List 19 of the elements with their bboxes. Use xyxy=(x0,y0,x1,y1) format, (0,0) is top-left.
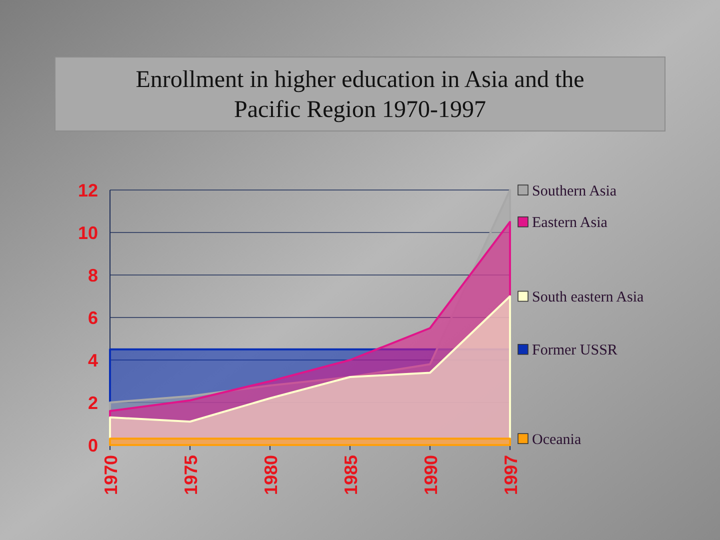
x-tick-label: 1970 xyxy=(101,455,121,496)
y-tick-label: 0 xyxy=(88,435,98,456)
legend-label: Former USSR xyxy=(532,342,618,359)
x-tick-label: 1997 xyxy=(501,455,521,496)
x-tick-label: 1985 xyxy=(341,455,361,496)
legend-label: Eastern Asia xyxy=(532,215,608,232)
chart-title: Enrollment in higher education in Asia and the Pacific Region 1970-1997 xyxy=(136,67,584,123)
y-tick-label: 8 xyxy=(88,265,98,286)
legend-label: Oceania xyxy=(532,432,582,448)
x-tick-label: 1975 xyxy=(181,455,201,496)
x-tick-label: 1980 xyxy=(261,455,281,496)
y-tick-label: 6 xyxy=(88,308,98,328)
y-tick-label: 10 xyxy=(78,222,98,243)
legend-label: Southern Asia xyxy=(532,183,617,200)
y-tick-label: 4 xyxy=(88,350,98,370)
y-tick-label: 12 xyxy=(78,180,98,200)
x-tick-label: 1990 xyxy=(421,455,441,496)
y-tick-label: 2 xyxy=(88,392,98,413)
legend-label: South eastern Asia xyxy=(532,290,644,306)
